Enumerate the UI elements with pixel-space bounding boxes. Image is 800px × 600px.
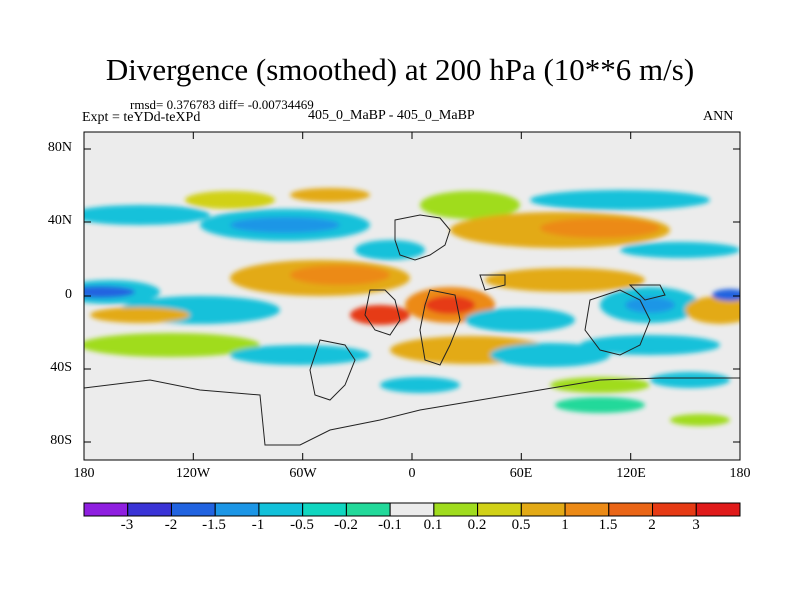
colorbar-label: 0.5 (511, 517, 531, 533)
y-tick-label: 0 (65, 287, 72, 302)
colorbar-swatch (695, 502, 741, 517)
case-names: 405_0_MaBP - 405_0_MaBP (308, 108, 475, 123)
colorbar-label: 1 (561, 517, 569, 533)
colorbar-swatch (389, 502, 435, 517)
colorbar-swatch (127, 502, 172, 517)
colorbar-swatch (345, 502, 391, 517)
stats-text: rmsd= 0.376783 diff= -0.00734469 (130, 97, 314, 112)
season-label: ANN (703, 109, 734, 124)
colorbar-swatch (258, 502, 304, 517)
colorbar-label: -0.1 (378, 517, 402, 533)
colorbar-label: -2 (164, 517, 178, 533)
colorbar-swatch (83, 502, 129, 517)
colorbar-swatch (608, 502, 654, 517)
colorbar-label: 2 (648, 517, 656, 533)
x-tick-label: 180 (73, 466, 95, 481)
colorbar-swatch (302, 502, 347, 517)
colorbar (83, 502, 741, 517)
colorbar-swatch (564, 502, 610, 517)
colorbar-swatch (214, 502, 260, 517)
colorbar-label: 0.2 (467, 517, 487, 533)
x-tick-label: 0 (408, 466, 416, 481)
colorbar-label: 3 (692, 517, 700, 533)
y-tick-label: 40S (50, 360, 72, 375)
colorbar-label: -0.2 (334, 517, 358, 533)
chart-title: Divergence (smoothed) at 200 hPa (10**6 … (105, 52, 695, 87)
y-ticks (84, 148, 740, 443)
y-tick-label: 80S (50, 433, 72, 448)
experiment-label: Expt = teYDd-teXPd (82, 110, 201, 125)
x-tick-label: 60E (509, 466, 533, 481)
colorbar-swatch (520, 502, 566, 517)
colorbar-swatch (652, 502, 697, 517)
colorbar-label: -1 (251, 517, 265, 533)
colorbar-label: 1.5 (598, 517, 618, 533)
colorbar-swatch (170, 502, 216, 517)
x-tick-label: 120W (175, 466, 211, 481)
colorbar-label: -1.5 (202, 517, 226, 533)
x-ticks (83, 132, 741, 460)
x-tick-label: 120E (616, 466, 646, 481)
colorbar-label: -0.5 (290, 517, 314, 533)
colorbar-swatch (477, 502, 522, 517)
axes (83, 131, 741, 461)
y-tick-label: 80N (47, 140, 72, 155)
colorbar-label: 0.1 (423, 517, 443, 533)
x-tick-label: 60W (289, 466, 317, 481)
divergence-field (84, 188, 740, 426)
y-tick-label: 40N (47, 213, 72, 228)
colorbar-label: -3 (120, 517, 134, 533)
colorbar-swatch (433, 502, 479, 517)
coastlines (84, 214, 740, 446)
x-tick-label: 180 (729, 466, 751, 481)
